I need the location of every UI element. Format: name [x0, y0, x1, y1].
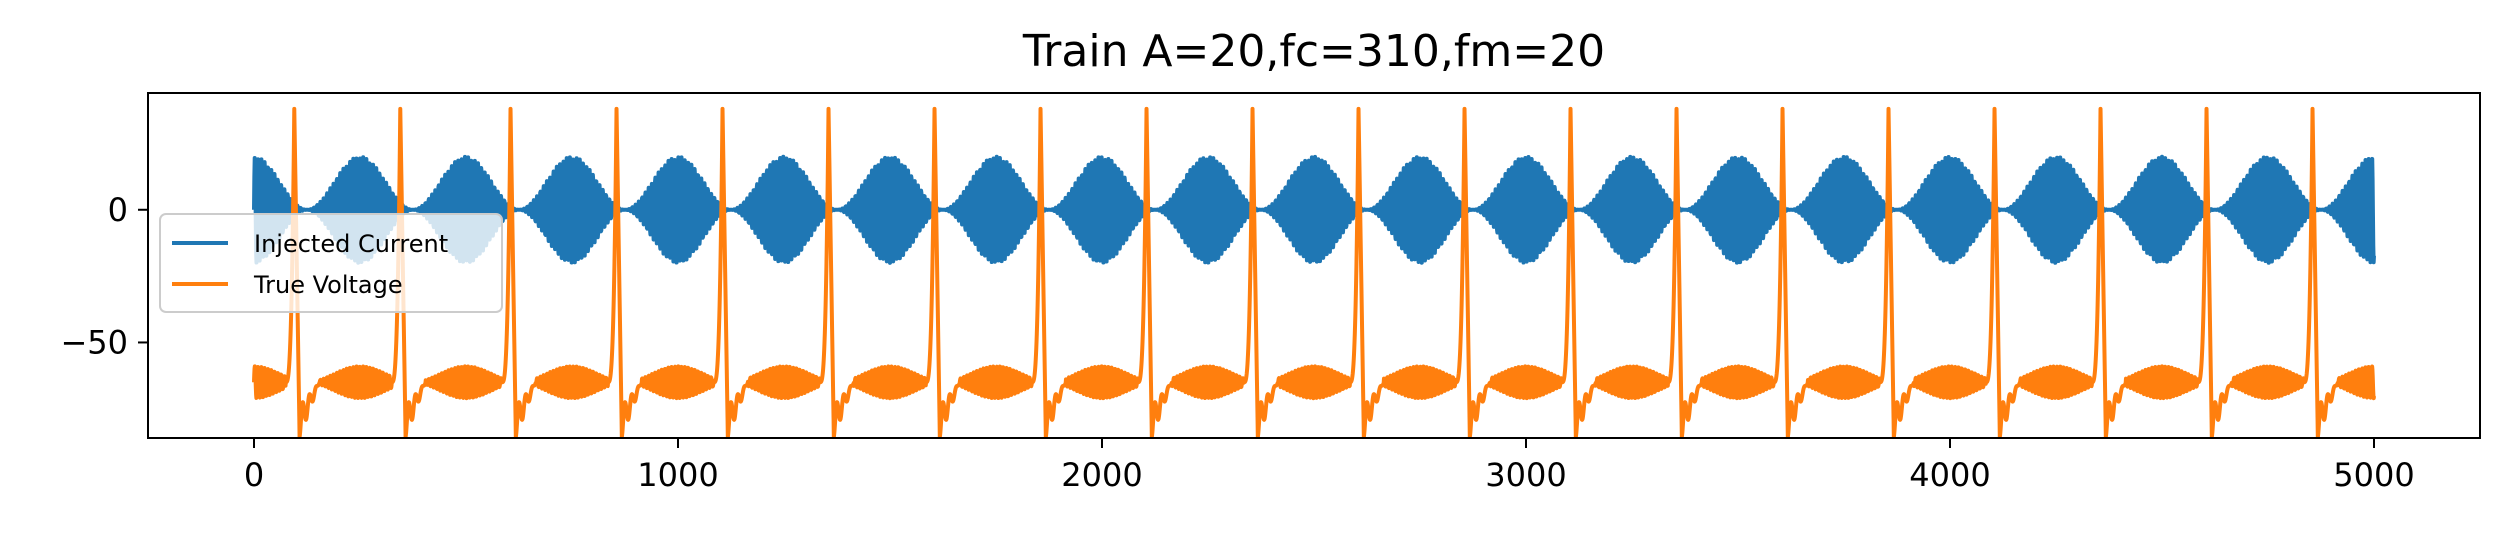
series-layer	[252, 106, 2376, 438]
x-tick-label: 3000	[1485, 456, 1566, 494]
x-tick-label: 1000	[637, 456, 718, 494]
legend-box	[159, 213, 503, 313]
legend: Injected Current True Voltage	[159, 213, 503, 313]
chart-title: Train A=20,fc=310,fm=20	[1022, 26, 1605, 77]
x-tick-label: 4000	[1909, 456, 1990, 494]
x-tick-label: 0	[244, 456, 264, 494]
y-tick-label: −50	[60, 323, 128, 361]
series-line-injected-current	[252, 154, 2376, 265]
legend-label-injected-current: Injected Current	[254, 230, 448, 258]
series-line-true-voltage	[252, 106, 2376, 438]
legend-label-true-voltage: True Voltage	[253, 271, 403, 299]
y-tick-label: 0	[108, 191, 128, 229]
y-axis: 0 −50	[60, 191, 148, 361]
x-tick-label: 5000	[2333, 456, 2414, 494]
plot-frame	[147, 92, 2481, 439]
x-axis: 0 1000 2000 3000 4000 5000	[244, 438, 2415, 494]
x-tick-label: 2000	[1061, 456, 1142, 494]
